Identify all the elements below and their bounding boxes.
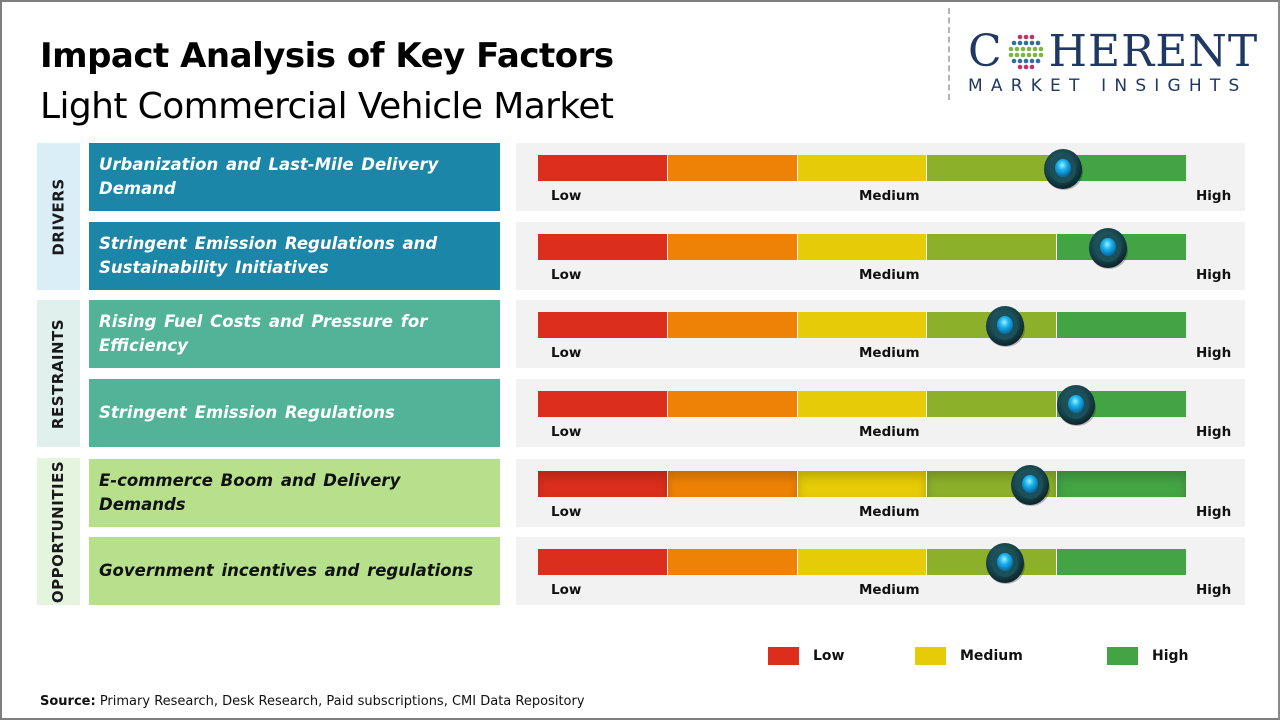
gauge-label-high: High bbox=[1196, 345, 1232, 361]
gauge-segment bbox=[1057, 471, 1186, 497]
gauge-label-low: Low bbox=[551, 188, 582, 204]
gauge-segment bbox=[927, 391, 1058, 417]
gauge-segment bbox=[538, 234, 668, 260]
company-logo: C HERENT MARKET INSIGHTS bbox=[968, 30, 1268, 102]
impact-gauge: Low Medium High bbox=[516, 379, 1245, 447]
source-prefix: Source: bbox=[40, 694, 96, 709]
gauge-segment bbox=[797, 549, 928, 575]
legend-swatch bbox=[915, 647, 946, 665]
factor-label: Urbanization and Last-Mile Delivery Dema… bbox=[89, 143, 500, 211]
gauge-segment bbox=[927, 234, 1058, 260]
legend-swatch bbox=[1107, 647, 1138, 665]
gauge-label-medium: Medium bbox=[859, 345, 920, 361]
gauge-segment bbox=[797, 391, 928, 417]
gauge-segment bbox=[538, 155, 668, 181]
gauge-segment bbox=[797, 155, 928, 181]
gauge-label-low: Low bbox=[551, 582, 582, 598]
gauge-label-medium: Medium bbox=[859, 188, 920, 204]
gauge-segment bbox=[927, 155, 1058, 181]
gauge-scale-bar bbox=[538, 312, 1186, 338]
globe-dots-icon bbox=[1008, 34, 1043, 70]
gauge-label-low: Low bbox=[551, 267, 582, 283]
gauge-segment bbox=[1057, 549, 1186, 575]
gauge-indicator-knob bbox=[985, 306, 1025, 347]
factor-label: Stringent Emission Regulations bbox=[89, 379, 500, 447]
gauge-label-low: Low bbox=[551, 504, 582, 520]
section-label-text: DRIVERS bbox=[49, 177, 68, 256]
section-label-opportunities: OPPORTUNITIES bbox=[37, 458, 80, 605]
legend-label: Low bbox=[813, 648, 845, 664]
gauge-label-medium: Medium bbox=[859, 582, 920, 598]
logo-wordmark: HERENT bbox=[1048, 26, 1259, 77]
gauge-indicator-knob bbox=[1043, 149, 1083, 190]
page-title: Impact Analysis of Key Factors bbox=[40, 36, 614, 76]
section-label-restraints: RESTRAINTS bbox=[37, 300, 80, 447]
legend-item-high: High bbox=[1107, 647, 1189, 665]
page-subtitle: Light Commercial Vehicle Market bbox=[40, 86, 614, 127]
gauge-segment bbox=[667, 234, 798, 260]
gauge-label-high: High bbox=[1196, 424, 1232, 440]
factor-label: Stringent Emission Regulations and Susta… bbox=[89, 222, 500, 290]
gauge-segment bbox=[538, 471, 668, 497]
factor-label: Rising Fuel Costs and Pressure for Effic… bbox=[89, 300, 500, 368]
gauge-segment bbox=[667, 471, 798, 497]
gauge-segment bbox=[797, 312, 928, 338]
gauge-segment bbox=[667, 155, 798, 181]
section-label-drivers: DRIVERS bbox=[37, 143, 80, 290]
gauge-label-medium: Medium bbox=[859, 504, 920, 520]
impact-gauge: Low Medium High bbox=[516, 222, 1245, 290]
logo-divider bbox=[948, 8, 950, 100]
legend-label: Medium bbox=[960, 648, 1023, 664]
impact-gauge: Low Medium High bbox=[516, 537, 1245, 605]
factor-label: Government incentives and regulations bbox=[89, 537, 500, 605]
gauge-segment bbox=[538, 391, 668, 417]
legend-swatch bbox=[768, 647, 799, 665]
gauge-indicator-knob bbox=[1089, 228, 1129, 269]
section-label-text: RESTRAINTS bbox=[49, 318, 68, 429]
gauge-indicator-knob bbox=[1056, 385, 1096, 426]
gauge-indicator-knob bbox=[985, 543, 1025, 584]
gauge-scale-bar bbox=[538, 471, 1186, 497]
source-note: Source: Primary Research, Desk Research,… bbox=[40, 694, 585, 709]
gauge-label-high: High bbox=[1196, 188, 1232, 204]
impact-gauge: Low Medium High bbox=[516, 143, 1245, 211]
gauge-scale-bar bbox=[538, 391, 1186, 417]
source-text: Primary Research, Desk Research, Paid su… bbox=[95, 694, 585, 709]
impact-gauge: Low Medium High bbox=[516, 300, 1245, 368]
gauge-label-high: High bbox=[1196, 267, 1232, 283]
impact-gauge: Low Medium High bbox=[516, 459, 1245, 527]
legend-label: High bbox=[1152, 648, 1189, 664]
logo-letter-c: C bbox=[968, 26, 1003, 77]
gauge-segment bbox=[538, 549, 668, 575]
gauge-segment bbox=[538, 312, 668, 338]
gauge-scale-bar bbox=[538, 155, 1186, 181]
gauge-label-high: High bbox=[1196, 504, 1232, 520]
legend-item-low: Low bbox=[768, 647, 844, 665]
gauge-segment bbox=[667, 312, 798, 338]
gauge-label-medium: Medium bbox=[859, 267, 920, 283]
gauge-segment bbox=[667, 391, 798, 417]
gauge-segment bbox=[667, 549, 798, 575]
gauge-label-medium: Medium bbox=[859, 424, 920, 440]
gauge-label-high: High bbox=[1196, 582, 1232, 598]
gauge-segment bbox=[797, 471, 928, 497]
gauge-segment bbox=[1057, 312, 1186, 338]
gauge-indicator-knob bbox=[1011, 465, 1051, 506]
legend-item-medium: Medium bbox=[915, 647, 1023, 665]
factor-label: E-commerce Boom and Delivery Demands bbox=[89, 459, 500, 527]
logo-tagline: MARKET INSIGHTS bbox=[968, 76, 1248, 96]
section-label-text: OPPORTUNITIES bbox=[49, 460, 68, 603]
gauge-label-low: Low bbox=[551, 424, 582, 440]
gauge-scale-bar bbox=[538, 549, 1186, 575]
gauge-segment bbox=[797, 234, 928, 260]
gauge-label-low: Low bbox=[551, 345, 582, 361]
